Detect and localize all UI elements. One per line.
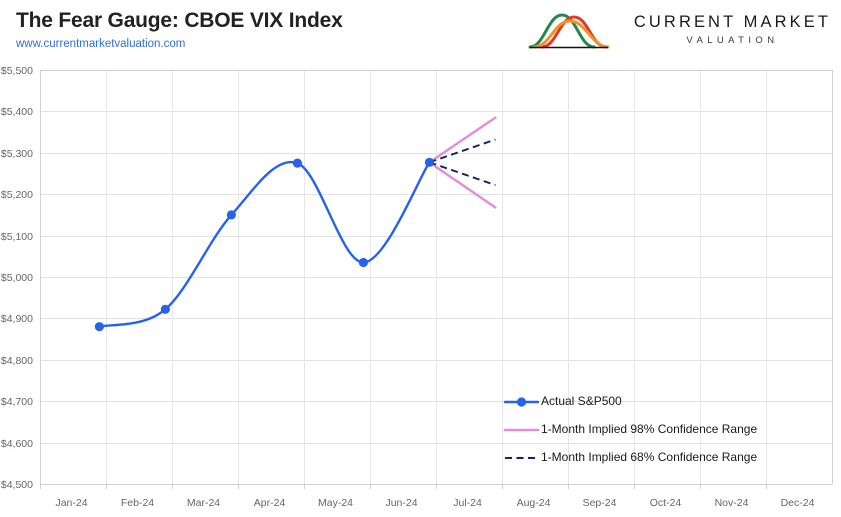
x-axis-tick-label: Jan-24 [55,497,87,509]
title-block: The Fear Gauge: CBOE VIX Index www.curre… [16,8,343,52]
data-point-marker [424,157,434,167]
x-axis-tick-label: Jun-24 [385,497,417,509]
x-axis-tick-label: Apr-24 [254,497,286,509]
x-axis-tick-label: Feb-24 [121,497,154,509]
y-axis-tick-label: $4,500 [1,479,33,491]
data-point-marker [226,210,236,220]
chart-header: The Fear Gauge: CBOE VIX Index www.curre… [0,0,841,62]
site-url-link[interactable]: www.currentmarketvaluation.com [16,38,186,50]
upper-bound-line [429,138,496,164]
x-axis-tick-label: Mar-24 [187,497,220,509]
data-point-marker [94,322,104,332]
x-axis-tick-label: Dec-24 [781,497,815,509]
line-chart-svg: $5,500 $5,400 $5,300 $5,200 $5,100 $5,000 $4,9… [1,65,833,509]
page-title: The Fear Gauge: CBOE VIX Index [16,9,343,32]
x-axis-tick-label: Sep-24 [583,497,617,509]
x-axis-tick-label: May-24 [318,497,353,509]
confidence-range-98-series [428,116,497,209]
plot-frame [40,70,833,485]
data-point-marker [358,257,368,268]
y-axis-tick-label: $4,900 [1,313,33,325]
bell-curves-icon [528,13,610,49]
confidence-range-68-series [429,138,496,186]
y-axis-tick-label: $5,100 [1,231,33,243]
y-axis-tick-label: $4,600 [1,438,33,450]
lower-bound-line [429,161,496,186]
x-axis-tick-labels: Jan-24 Feb-24 Mar-24 Apr-24 May-24 Jun-24 Jul-… [55,497,814,509]
data-point-marker [292,158,302,168]
legend-item-label: 1-Month Implied 68% Confidence Range [541,450,757,464]
actual-sp500-series [98,160,431,328]
x-axis-tick-label: Jul-24 [453,497,482,509]
y-axis-tick-label: $4,800 [1,355,33,367]
logo-line-2: VALUATION [686,35,779,46]
legend-item-label: Actual S&P500 [541,394,622,408]
logo-wordmark: CURRENT MARKET VALUATION [634,13,831,47]
y-axis-tick-label: $5,300 [1,148,33,160]
brand-logo: CURRENT MARKET VALUATION [528,6,831,54]
y-axis-tick-label: $5,200 [1,189,33,201]
legend-swatch-marker [516,397,527,407]
x-axis-tick-label: Nov-24 [715,497,749,509]
upper-bound-line [428,116,497,164]
lower-bound-line [428,161,497,209]
y-axis-tick-label: $4,700 [1,396,33,408]
y-axis-tick-label: $5,500 [1,65,33,77]
x-axis-gridlines [40,70,767,489]
legend-item-label: 1-Month Implied 98% Confidence Range [541,422,757,436]
y-axis-tick-label: $5,000 [1,272,33,284]
x-axis-tick-label: Oct-24 [650,497,682,509]
chart-plot-area: $5,500 $5,400 $5,300 $5,200 $5,100 $5,000 $4,9… [0,62,841,517]
logo-line-1: CURRENT MARKET [633,13,831,31]
y-axis-tick-labels: $5,500 $5,400 $5,300 $5,200 $5,100 $5,000 $4,9… [1,65,33,491]
y-axis-tick-label: $5,400 [1,106,33,118]
chart-legend: Actual S&P500 1-Month Implied 98% Confide… [503,394,757,464]
data-point-marker [160,304,170,314]
actual-sp500-line [98,160,431,328]
x-axis-tick-label: Aug-24 [517,497,551,509]
actual-sp500-markers [94,157,434,332]
